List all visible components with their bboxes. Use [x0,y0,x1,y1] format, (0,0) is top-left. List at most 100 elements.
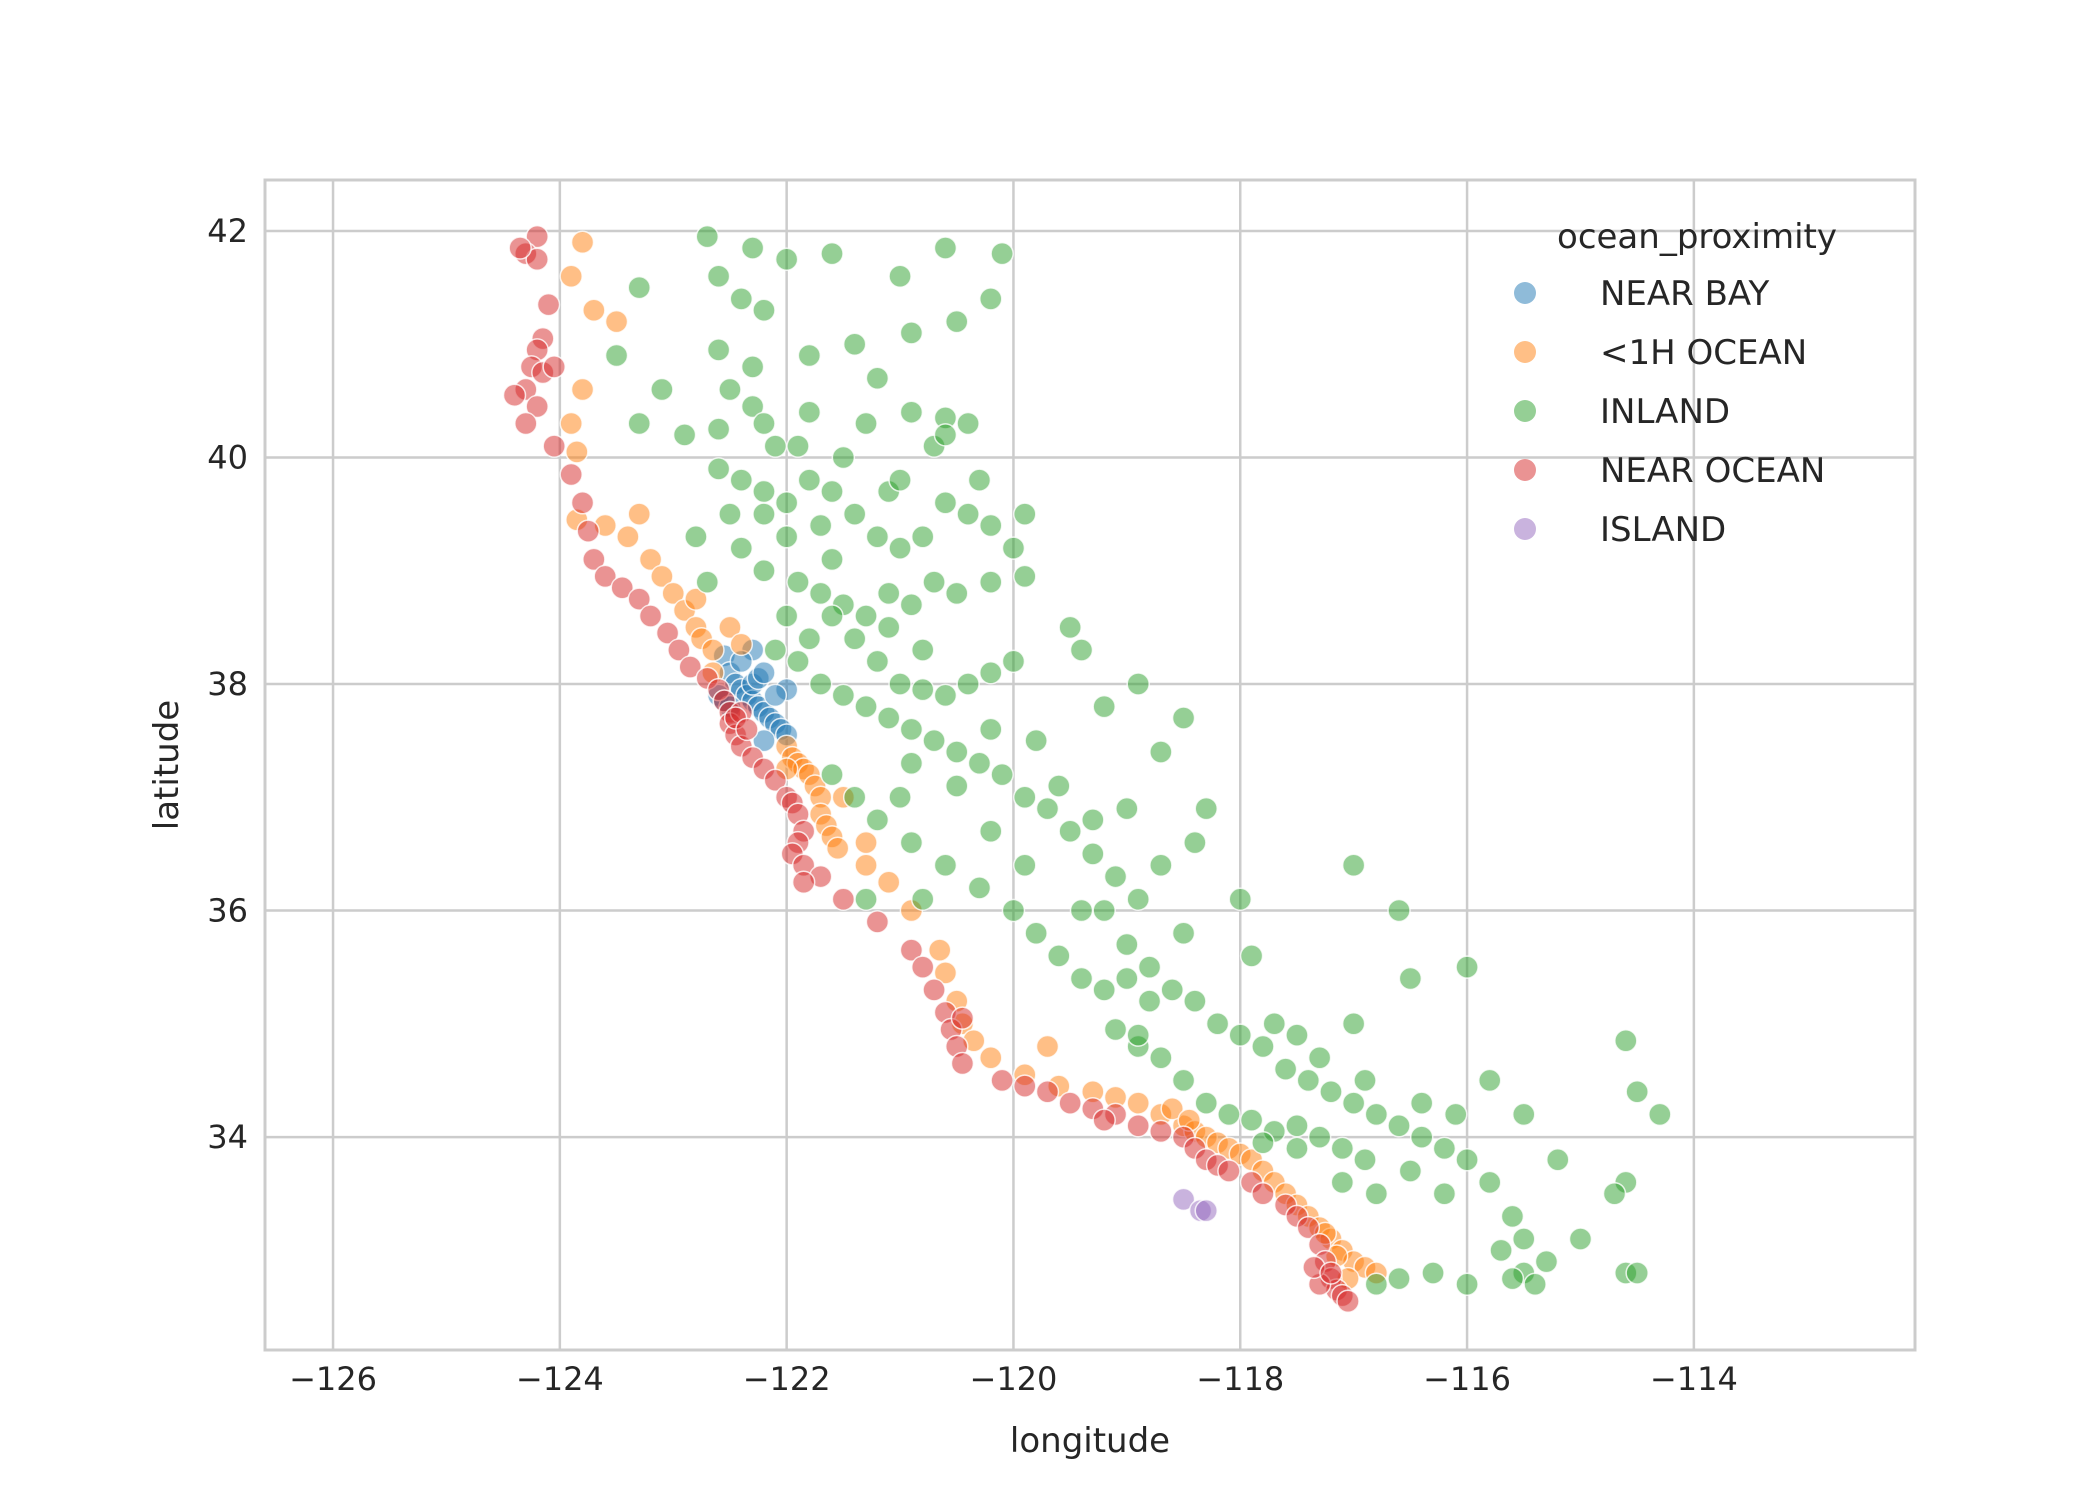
legend-marker [1514,400,1536,422]
data-point [1387,1113,1411,1138]
data-point [979,660,1003,685]
data-point [1205,1012,1230,1036]
y-tick-label: 38 [207,665,248,703]
data-point [1092,694,1116,719]
data-point [706,457,731,481]
data-point [854,411,878,436]
data-point [1126,1023,1150,1047]
data-point [950,1051,975,1076]
data-point [1251,1034,1275,1059]
data-point [1137,955,1162,979]
data-point [1149,1046,1173,1070]
data-point [1251,1181,1275,1206]
data-point [1171,921,1196,945]
data-point [763,638,788,662]
data-point [786,434,810,458]
data-point [1648,1102,1672,1127]
data-point [1217,1102,1241,1127]
data-point [570,230,595,255]
data-point [1024,921,1048,945]
data-point [774,525,799,549]
data-point [1035,1034,1060,1059]
data-point [820,547,844,572]
data-point [1058,1091,1082,1115]
data-point [922,978,946,1002]
y-tick-label: 36 [207,892,248,930]
data-point [945,740,969,764]
data-point [661,581,685,606]
data-point [899,400,924,424]
data-point [842,332,867,356]
data-point [910,887,935,911]
data-point [729,632,754,657]
data-point [888,536,912,560]
data-point [706,338,731,362]
data-point [979,287,1003,311]
data-point [1330,1136,1355,1161]
data-point [706,264,731,289]
data-point [888,264,912,289]
data-point [1307,1046,1332,1070]
data-point [820,479,844,504]
data-point [1081,808,1105,832]
data-point [1364,1272,1389,1297]
data-point [1455,1147,1479,1172]
data-point [876,870,901,894]
data-point [1001,898,1026,923]
data-point [1523,1272,1547,1297]
data-point [718,502,742,526]
data-point [1387,1266,1411,1291]
data-point [865,910,890,934]
data-point [502,383,527,407]
data-point [865,649,890,674]
data-point [1058,819,1082,844]
data-point [888,468,912,492]
data-point [1013,853,1037,877]
data-point [842,502,867,526]
data-point [1455,1272,1479,1297]
data-point [854,604,878,628]
data-point [825,836,850,860]
data-point [933,961,958,985]
data-point [854,853,878,877]
data-point [899,321,924,345]
data-point [570,377,595,402]
data-point [1285,1113,1309,1138]
data-point [1013,1074,1037,1098]
data-point [865,525,890,549]
data-point [1273,1057,1298,1081]
data-point [1149,740,1173,764]
data-point [979,513,1003,538]
data-point [774,491,799,515]
data-point [1183,989,1207,1013]
data-point [979,819,1003,844]
data-point [1477,1170,1502,1195]
data-point [718,615,742,640]
legend: ocean_proximity NEAR BAY<1H OCEANINLANDN… [1514,217,1837,550]
data-point [752,559,776,583]
data-point [774,247,799,272]
legend-marker [1514,282,1536,304]
data-point [808,513,833,538]
data-point [627,275,651,300]
data-point [1058,615,1082,640]
data-point [1171,1187,1196,1212]
data-point [899,938,924,962]
legend-label: <1H OCEAN [1600,333,1807,373]
data-point [820,604,844,628]
data-point [1534,1249,1559,1274]
data-point [752,298,776,323]
data-point [888,785,912,810]
data-point [604,309,629,334]
legend-marker [1514,518,1536,540]
data-point [1013,502,1037,526]
data-point [808,672,833,696]
legend-label: NEAR OCEAN [1600,451,1825,491]
data-point [820,241,844,266]
data-point [752,479,776,504]
data-point [910,525,935,549]
data-point [876,706,901,730]
series-2 [604,224,1672,1297]
data-point [593,564,617,589]
